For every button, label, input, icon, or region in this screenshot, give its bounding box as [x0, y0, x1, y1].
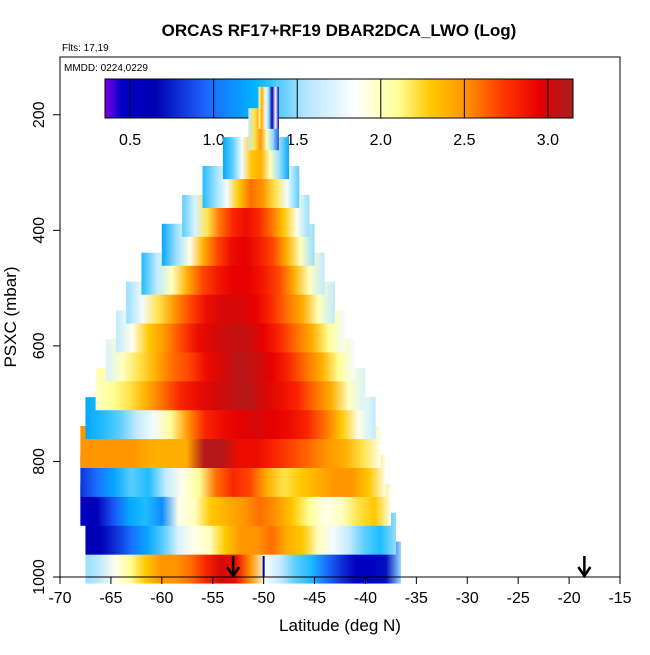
chart-title: ORCAS RF17+RF19 DBAR2DCA_LWO (Log): [162, 21, 517, 40]
x-tick-label: -45: [303, 590, 326, 607]
y-tick-label: 400: [31, 217, 48, 244]
heatmap-layers: [80, 86, 402, 584]
x-tick-label: -40: [354, 590, 377, 607]
colorbar: [104, 78, 574, 119]
y-axis-label: PSXC (mbar): [1, 266, 20, 367]
x-tick-label: -60: [150, 590, 173, 607]
y-tick-label: 1000: [31, 559, 48, 595]
x-tick-label: -20: [558, 590, 581, 607]
y-tick-label: 800: [31, 448, 48, 475]
heatmap-layer: [258, 86, 279, 129]
x-tick-label: -35: [405, 590, 428, 607]
dates-annotation: MMDD: 0224,0229: [64, 63, 148, 74]
colorbar-tick-label: 1.0: [203, 132, 225, 149]
latitude-arrow-head: [226, 566, 241, 579]
flights-annotation: Flts: 17,19: [62, 43, 109, 54]
colorbar-tick-label: 2.0: [370, 132, 392, 149]
x-tick-label: -15: [608, 590, 631, 607]
colorbar-tick-label: 2.5: [453, 132, 475, 149]
colorbar-tick-label: 1.5: [286, 132, 308, 149]
colorbar-tick-lines: [129, 79, 549, 118]
plot-frame: [59, 56, 621, 578]
y-axis: 200 400 600 800 1000: [31, 101, 60, 595]
x-tick-label: -30: [456, 590, 479, 607]
x-tick-label: -50: [252, 590, 275, 607]
x-tick-label: -25: [507, 590, 530, 607]
colorbar-tick-label: 3.0: [537, 132, 559, 149]
y-tick-label: 600: [31, 332, 48, 359]
annotation-marks: [226, 556, 592, 579]
colorbar-tick-labels: 0.5 1.0 1.5 2.0 2.5 3.0: [119, 132, 559, 149]
x-tick-label: -70: [48, 590, 71, 607]
latitude-arrow-head: [577, 566, 592, 579]
x-axis-label: Latitude (deg N): [279, 616, 401, 635]
x-axis: -70 -65 -60 -55 -50 -45 -40 -35 -30 -25 -20 -15: [48, 577, 632, 607]
x-tick-label: -65: [99, 590, 122, 607]
x-tick-label: -55: [201, 590, 224, 607]
colorbar-tick-label: 0.5: [119, 132, 141, 149]
y-tick-label: 200: [31, 101, 48, 128]
